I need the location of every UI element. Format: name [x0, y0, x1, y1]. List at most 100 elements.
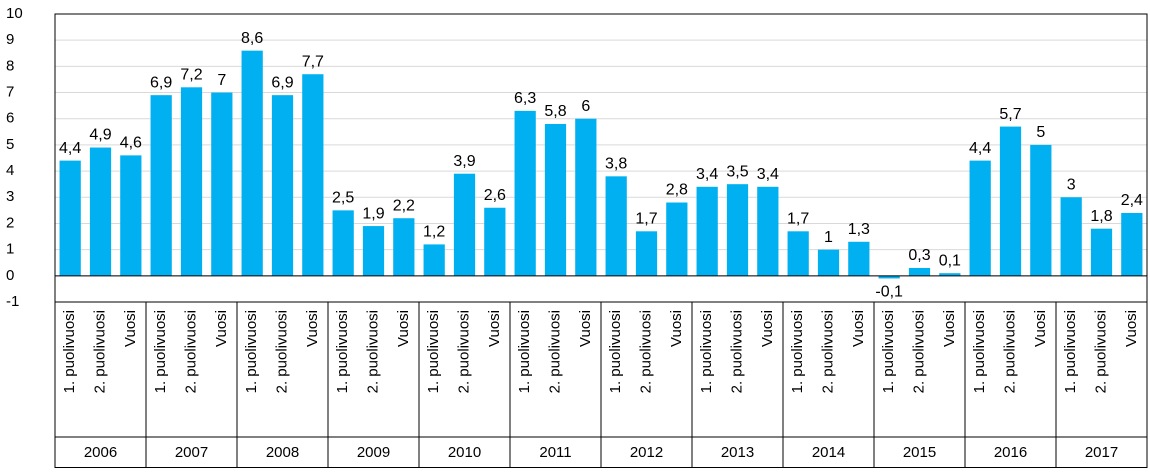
x-tick-label: 2. puolivuosi: [182, 310, 199, 393]
group-label: 2007: [175, 444, 208, 461]
value-label: 7,2: [180, 67, 202, 84]
y-tick-label: 1: [6, 241, 14, 258]
x-tick-label: 1. puolivuosi: [243, 310, 260, 393]
group-label: 2011: [539, 444, 571, 461]
bar: [120, 155, 142, 276]
group-label: 2006: [84, 444, 117, 461]
x-tick-label: Vuosi: [304, 310, 321, 347]
group-label: 2014: [812, 444, 845, 461]
bar: [393, 218, 415, 276]
y-tick-label: 0: [6, 267, 14, 284]
group-label: 2009: [357, 444, 390, 461]
x-tick-label: Vuosi: [941, 310, 958, 347]
value-label: 1,8: [1090, 208, 1112, 225]
x-tick-label: Vuosi: [395, 310, 412, 347]
bar: [635, 231, 658, 276]
x-tick-label: 2. puolivuosi: [364, 310, 381, 393]
x-tick-label: Vuosi: [759, 310, 776, 347]
x-tick-label: 1. puolivuosi: [1062, 310, 1079, 393]
x-tick-label: 2. puolivuosi: [1001, 310, 1018, 393]
value-label: 6: [581, 98, 590, 115]
y-tick-label: 7: [6, 84, 14, 101]
group-label: 2013: [721, 444, 754, 461]
bar: [787, 231, 809, 276]
value-label: 1: [824, 229, 833, 246]
value-label: 2,5: [332, 190, 354, 207]
value-label: 8,6: [241, 30, 263, 47]
bar: [241, 50, 263, 276]
value-label: 1,7: [635, 211, 657, 228]
bar: [939, 273, 961, 276]
value-label: 3,4: [696, 166, 718, 183]
x-tick-label: 2. puolivuosi: [273, 310, 290, 393]
group-label: 2010: [448, 444, 481, 461]
y-tick-label: 10: [6, 5, 23, 22]
x-tick-label: 2. puolivuosi: [1092, 310, 1109, 393]
x-tick-label: 2. puolivuosi: [455, 310, 472, 393]
x-tick-label: 1. puolivuosi: [334, 310, 351, 393]
value-label: 2,2: [393, 197, 415, 214]
y-tick-label: 5: [6, 136, 14, 153]
value-label: 0,3: [908, 247, 930, 264]
value-label: 7,7: [302, 53, 324, 70]
x-tick-label: Vuosi: [577, 310, 594, 347]
x-tick-label: 1. puolivuosi: [61, 310, 78, 393]
bar: [484, 207, 506, 276]
group-label: 2012: [630, 444, 663, 461]
group-label: 2017: [1085, 444, 1118, 461]
value-label: 3,5: [726, 163, 748, 180]
y-tick-label: 3: [6, 188, 14, 205]
x-tick-label: Vuosi: [122, 310, 139, 347]
bar: [575, 118, 597, 276]
bar: [271, 95, 294, 276]
bar: [1060, 197, 1082, 276]
bar: [89, 147, 112, 276]
group-label: 2015: [903, 444, 936, 461]
x-tick-label: Vuosi: [486, 310, 503, 347]
bar: [544, 123, 567, 276]
value-label: 3: [1067, 176, 1076, 193]
bar: [878, 275, 900, 279]
value-label: 3,8: [605, 156, 627, 173]
bar: [666, 202, 688, 276]
value-label: 3,4: [757, 166, 779, 183]
value-label: 3,9: [453, 153, 475, 170]
x-tick-label: Vuosi: [213, 310, 230, 347]
bar: [423, 244, 445, 276]
x-tick-label: 2. puolivuosi: [819, 310, 836, 393]
bar: [150, 95, 172, 276]
y-tick-label: 8: [6, 57, 14, 74]
value-label: 4,4: [59, 140, 81, 157]
y-tick-label: 6: [6, 110, 14, 127]
x-tick-label: 1. puolivuosi: [971, 310, 988, 393]
x-tick-label: 1. puolivuosi: [425, 310, 442, 393]
bar: [180, 87, 203, 276]
bar: [211, 92, 233, 276]
group-label: 2016: [994, 444, 1027, 461]
value-label: -0,1: [875, 284, 903, 301]
x-tick-label: Vuosi: [1123, 310, 1140, 347]
y-tick-label: 9: [6, 31, 14, 48]
x-tick-label: 2. puolivuosi: [546, 310, 563, 393]
value-label: 1,9: [362, 205, 384, 222]
x-tick-label: 2. puolivuosi: [637, 310, 654, 393]
value-label: 1,3: [848, 221, 870, 238]
bar: [969, 160, 991, 276]
y-tick-label: -1: [6, 293, 19, 310]
value-label: 2,6: [484, 187, 506, 204]
value-label: 6,3: [514, 90, 536, 107]
x-tick-label: 1. puolivuosi: [152, 310, 169, 393]
x-tick-label: 1. puolivuosi: [789, 310, 806, 393]
value-label: 6,9: [150, 74, 172, 91]
bar: [817, 249, 840, 276]
value-label: 2,8: [666, 182, 688, 199]
value-label: 5,7: [999, 106, 1021, 123]
bar: [908, 267, 931, 276]
bar: [302, 74, 324, 276]
value-label: 4,4: [969, 140, 991, 157]
x-tick-label: 2. puolivuosi: [91, 310, 108, 393]
value-label: 6,9: [271, 74, 293, 91]
group-label: 2008: [266, 444, 299, 461]
x-tick-label: 1. puolivuosi: [698, 310, 715, 393]
